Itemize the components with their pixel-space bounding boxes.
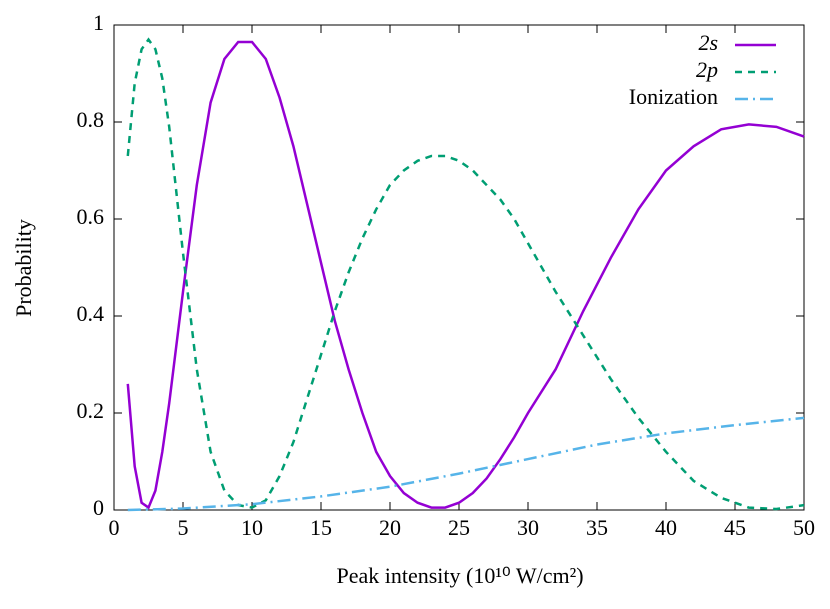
series-line xyxy=(127,416,805,512)
series-line xyxy=(126,40,805,510)
legend-label: 2p xyxy=(696,57,718,82)
x-tick-label: 5 xyxy=(178,515,189,540)
legend-label: 2s xyxy=(698,30,718,55)
y-tick-label: 0.2 xyxy=(77,398,105,423)
x-tick-label: 30 xyxy=(517,515,539,540)
y-tick-label: 0.8 xyxy=(77,107,105,132)
y-axis-label: Probability xyxy=(11,219,36,317)
x-tick-label: 10 xyxy=(241,515,263,540)
x-tick-label: 15 xyxy=(310,515,332,540)
x-tick-label: 25 xyxy=(448,515,470,540)
x-tick-label: 35 xyxy=(586,515,608,540)
x-tick-label: 50 xyxy=(793,515,815,540)
y-tick-label: 0 xyxy=(93,495,104,520)
x-axis-label: Peak intensity (10¹⁰ W/cm²) xyxy=(336,563,583,588)
x-tick-label: 20 xyxy=(379,515,401,540)
x-tick-label: 0 xyxy=(109,515,120,540)
series-line xyxy=(126,37,805,511)
x-tick-label: 40 xyxy=(655,515,677,540)
legend-label: Ionization xyxy=(629,84,718,109)
x-tick-label: 45 xyxy=(724,515,746,540)
y-tick-label: 0.6 xyxy=(77,204,105,229)
y-tick-label: 0.4 xyxy=(77,301,105,326)
y-tick-label: 1 xyxy=(93,10,104,35)
